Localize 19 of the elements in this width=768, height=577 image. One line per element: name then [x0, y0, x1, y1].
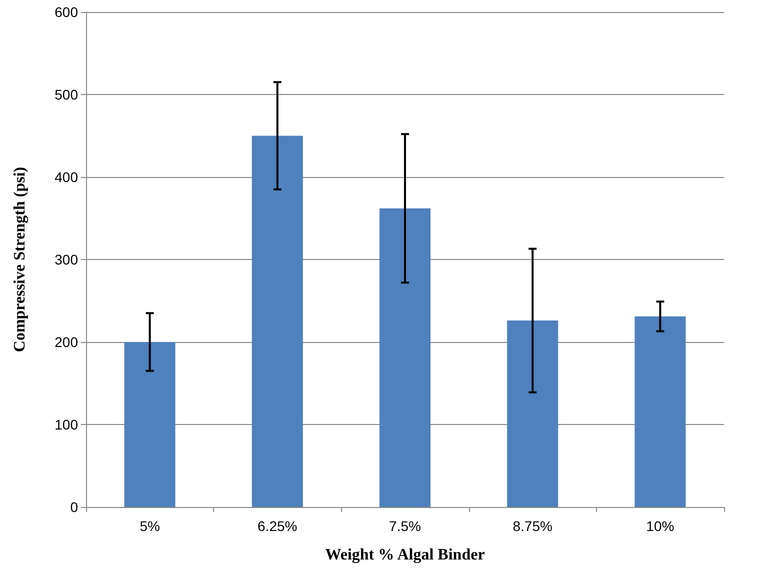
x-tick-label: 6.25% — [258, 518, 298, 534]
y-tick-label: 600 — [54, 4, 78, 20]
bar — [379, 208, 431, 507]
x-tick-label: 5% — [140, 518, 160, 534]
bar — [124, 342, 176, 507]
x-tick-label: 8.75% — [512, 518, 552, 534]
y-tick-label: 500 — [54, 86, 78, 102]
x-axis-title: Weight % Algal Binder — [325, 546, 485, 564]
y-tick-label: 0 — [70, 499, 78, 515]
x-tick-label: 10% — [646, 518, 674, 534]
y-tick-label: 100 — [54, 416, 78, 432]
x-tick-label: 7.5% — [389, 518, 421, 534]
y-tick-label: 400 — [54, 169, 78, 185]
y-axis-title: Compressive Strength (psi) — [12, 166, 28, 352]
bar — [507, 320, 558, 507]
bar — [252, 136, 303, 507]
y-tick-label: 200 — [54, 334, 78, 350]
y-tick-label: 300 — [54, 252, 78, 268]
bar — [634, 316, 686, 507]
